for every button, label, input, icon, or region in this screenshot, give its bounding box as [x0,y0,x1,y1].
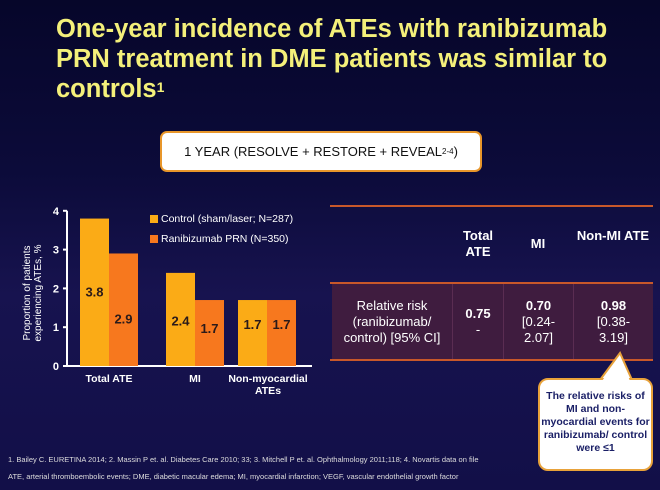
footnote-abbreviations: ATE, arterial thromboembolic events; DME… [8,472,459,481]
col-header-mi: MI [530,236,546,251]
data-label: 1.7 [243,317,261,332]
data-label: 2.4 [171,313,190,328]
footnote-references: 1. Bailey C. EURETINA 2014; 2. Massin P … [8,455,479,464]
data-label: 3.8 [85,284,103,299]
x-tick-total-ate: Total ATE [85,373,133,385]
data-label: 1.7 [272,317,290,332]
x-tick-mi: MI [189,373,201,385]
col-header-non-mi: Non-MI ATE [576,228,650,243]
legend-swatch-ranibizumab [150,235,158,243]
cell-mi: 0.70 [0.24-2.07] [503,284,573,359]
data-label: 2.9 [114,312,132,327]
y-tick-label: 3 [53,245,59,257]
callout-box: The relative risks of MI and non-myocard… [538,378,653,471]
bar-ranibizumab [267,300,296,366]
relative-risk-row [332,284,653,359]
legend-ranibizumab: Ranibizumab PRN (N=350) [150,233,289,245]
table-bottom-rule [330,359,653,361]
slide-title: One-year incidence of ATEs with ranibizu… [56,15,608,103]
bar-chart: 0 1 2 3 4 3.8 2.9 2.4 1.7 1.7 1.7 [53,206,312,373]
bar-ranibizumab [195,300,224,366]
bar-control [166,272,195,366]
row-label: Relative risk (ranibizumab/ control) [95… [343,297,441,345]
y-tick-label: 0 [53,361,59,373]
bar-control [238,300,267,366]
period-box: 1 YEAR (RESOLVE + RESTORE + REVEAL 2-4) [160,131,482,172]
y-tick-label: 4 [53,206,60,218]
col-header-total-ate: Total ATE [462,228,494,259]
legend-control: Control (sham/laser; N=287) [150,213,293,225]
table-header-rule [330,282,653,284]
y-tick-label: 1 [53,322,59,334]
bar-control [80,218,109,366]
legend-swatch-control [150,215,158,223]
table-top-rule [330,205,653,207]
y-tick-label: 2 [53,283,59,295]
bar-ranibizumab [109,253,138,366]
x-tick-non-myocardial: Non-myocardial ATEs [228,373,308,397]
data-label: 1.7 [200,321,218,336]
cell-total-ate: 0.75- [452,284,503,359]
cell-non-mi: 0.98 [0.38-3.19] [573,284,653,359]
